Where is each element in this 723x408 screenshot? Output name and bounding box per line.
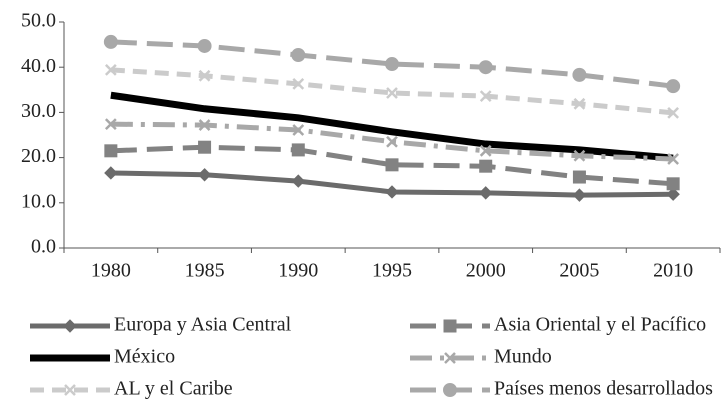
x-tick-label: 1980 <box>91 260 131 282</box>
y-tick-label: 30.0 <box>21 100 56 122</box>
y-tick-label: 40.0 <box>21 55 56 77</box>
series-marker <box>666 187 680 201</box>
series-marker <box>291 174 305 188</box>
series-marker <box>478 60 493 75</box>
legend-marker <box>444 352 456 364</box>
legend-label: AL y el Caribe <box>114 378 233 400</box>
series-marker <box>479 159 493 173</box>
legend-label: Países menos desarrollados <box>494 378 713 400</box>
y-tick-label: 10.0 <box>21 190 56 212</box>
y-tick-label: 0.0 <box>31 236 56 258</box>
series-marker <box>197 38 212 53</box>
y-tick-label: 20.0 <box>21 145 56 167</box>
series-marker <box>666 79 681 94</box>
legend-label: Mundo <box>494 346 552 368</box>
series-marker <box>572 67 587 82</box>
series-marker <box>572 188 587 202</box>
series-marker <box>479 186 493 200</box>
x-tick-label: 2010 <box>653 260 693 282</box>
x-tick-label: 2005 <box>559 260 599 282</box>
x-tick-label: 1995 <box>372 260 412 282</box>
series-marker <box>291 143 305 157</box>
series-marker <box>104 118 117 131</box>
series-marker <box>385 57 399 72</box>
legend-label: Europa y Asia Central <box>114 314 292 336</box>
series-marker <box>104 166 118 180</box>
series-marker <box>667 106 680 119</box>
legend-marker <box>443 383 457 397</box>
series-marker <box>198 69 211 82</box>
series-marker <box>572 170 586 184</box>
series-marker <box>386 87 398 99</box>
series-marker <box>573 149 586 162</box>
series-marker <box>385 185 399 199</box>
series-marker <box>292 124 305 136</box>
legend-label: México <box>114 346 175 368</box>
series-marker <box>667 153 680 165</box>
series-marker <box>104 144 118 158</box>
series-marker <box>197 168 212 182</box>
series-marker <box>573 97 586 110</box>
series-marker <box>479 144 492 157</box>
x-tick-label: 1990 <box>278 260 318 282</box>
series-marker <box>386 135 398 148</box>
series-marker <box>666 177 680 191</box>
series-marker <box>103 34 118 49</box>
series-marker <box>104 64 117 76</box>
series-marker <box>291 47 306 62</box>
series-marker <box>385 158 399 172</box>
series-marker <box>479 90 492 103</box>
y-tick-label: 50.0 <box>21 10 56 32</box>
series-marker <box>198 119 211 131</box>
x-tick-label: 2000 <box>466 260 506 282</box>
series-marker <box>198 140 212 154</box>
legend-marker <box>64 384 76 396</box>
legend-marker <box>443 319 457 333</box>
x-tick-label: 1985 <box>185 260 225 282</box>
legend-marker <box>63 319 77 333</box>
series-marker <box>292 78 305 90</box>
legend-label: Asia Oriental y el Pacífico <box>494 314 706 336</box>
series-line <box>110 91 674 162</box>
